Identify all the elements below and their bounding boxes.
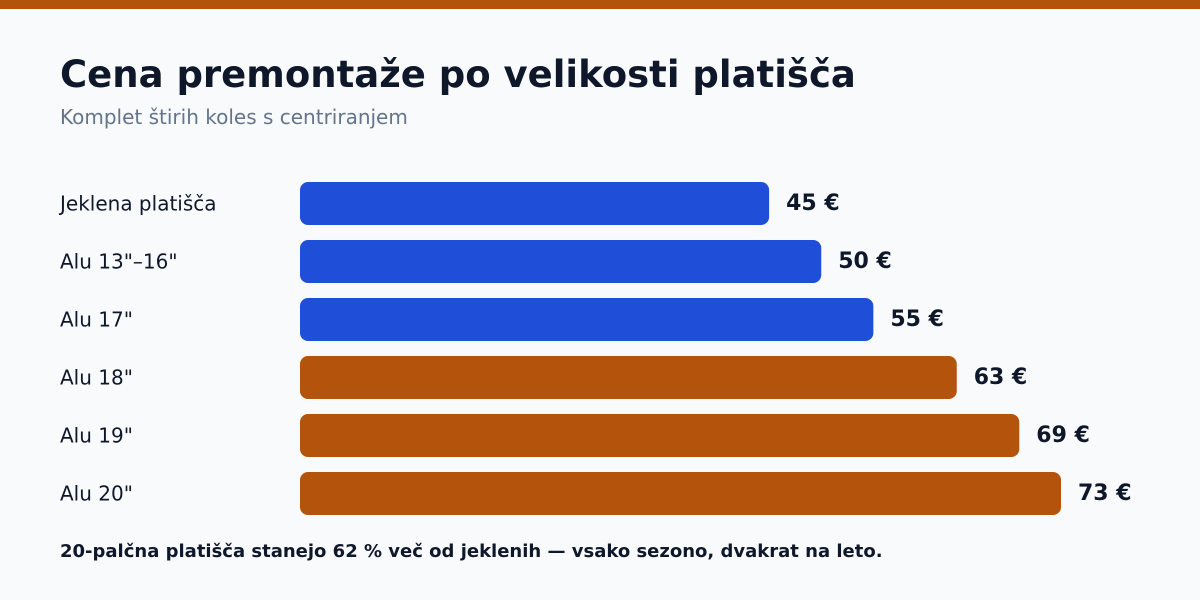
category-label: Jeklena platišča	[58, 192, 217, 216]
value-label: 50 €	[838, 249, 892, 274]
page-title: Cena premontaže po velikosti platišča	[60, 53, 856, 96]
bar	[300, 298, 874, 341]
value-label: 55 €	[890, 307, 944, 332]
category-label: Alu 13"–16"	[60, 250, 178, 274]
category-label: Alu 18"	[60, 366, 133, 390]
bar	[300, 240, 822, 283]
chart-footnote: 20-palčna platišča stanejo 62 % več od j…	[60, 541, 883, 562]
bar	[300, 182, 770, 225]
bar	[300, 356, 957, 399]
category-label: Alu 20"	[60, 482, 133, 506]
category-label: Alu 17"	[60, 308, 133, 332]
value-label: 45 €	[786, 191, 840, 216]
top-accent-bar	[0, 0, 1200, 9]
bar	[300, 472, 1061, 515]
category-label: Alu 19"	[60, 424, 133, 448]
value-label: 63 €	[974, 365, 1028, 390]
bar	[300, 414, 1020, 457]
value-label: 73 €	[1078, 481, 1132, 506]
page-subtitle: Komplet štirih koles s centriranjem	[60, 105, 408, 129]
value-label: 69 €	[1036, 423, 1090, 448]
